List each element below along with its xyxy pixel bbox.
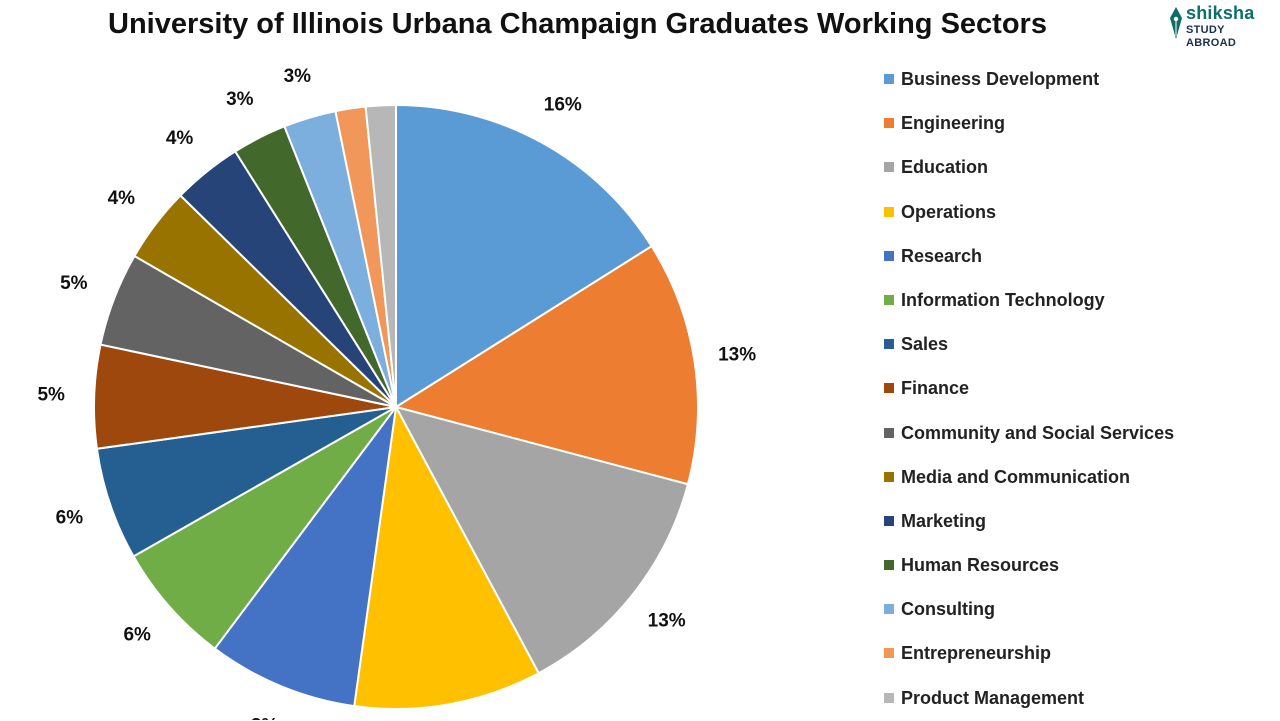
pen-nib-icon (1170, 7, 1182, 39)
pie-slice-product-management (364, 103, 397, 408)
legend-label: Consulting (901, 599, 995, 620)
legend-swatch (884, 648, 894, 659)
legend-swatch (884, 250, 894, 261)
logo-tagline: STUDY ABROAD (1186, 24, 1237, 49)
data-label-community-and-social-services: 5% (60, 273, 88, 294)
legend-swatch (884, 74, 894, 84)
legend-swatch (884, 383, 894, 394)
data-label-human-resources: 3% (226, 89, 254, 110)
pie-slice-business-development (395, 103, 654, 409)
chart-title: University of Illinois Urbana Champaign … (108, 8, 1047, 40)
pie-slices (93, 103, 699, 711)
pie-slice-research (213, 406, 397, 708)
pie-slice-education (394, 405, 690, 675)
data-label-sales: 6% (56, 508, 84, 529)
pie-slice-operations (353, 403, 541, 711)
legend-label: Finance (901, 378, 970, 399)
pie-data-labels: 16%13%13%10%8%6%6%5%5%4%4%3%3% (37, 66, 756, 720)
legend-swatch (884, 339, 894, 350)
data-label-business-development: 16% (544, 95, 582, 116)
legend-swatch (884, 118, 894, 129)
legend-swatch (884, 206, 894, 217)
legend-swatch (884, 162, 894, 173)
data-label-engineering: 13% (718, 345, 756, 366)
pie-chart: 16%13%13%10%8%6%6%5%5%4%4%3%3% (37, 66, 756, 720)
legend-label: Product Management (901, 687, 1085, 708)
legend-label: Community and Social Services (901, 422, 1175, 443)
legend-swatch (884, 560, 894, 571)
pie-slice-engineering (393, 244, 699, 486)
data-label-education: 13% (648, 610, 686, 631)
legend-label: Sales (901, 334, 949, 355)
legend-label: Research (901, 245, 983, 266)
legend-label: Media and Communication (901, 466, 1131, 487)
legend-label: Information Technology (901, 289, 1105, 310)
legend-swatch (884, 515, 894, 526)
legend-swatch (884, 294, 894, 305)
logo-brand: shiksha (1186, 3, 1255, 23)
shiksha-logo: shiksha STUDY ABROAD (1168, 3, 1276, 49)
legend-label: Operations (901, 201, 997, 222)
legend-label: Engineering (901, 113, 1006, 134)
data-label-media-and-communication: 4% (108, 188, 136, 209)
legend-swatch (884, 471, 894, 482)
legend-swatch (884, 692, 894, 703)
legend-label: Human Resources (901, 555, 1060, 576)
legend-label: Entrepreneurship (901, 643, 1052, 664)
data-label-information-technology: 6% (123, 625, 151, 646)
data-label-marketing: 4% (166, 128, 194, 149)
data-label-consulting: 3% (284, 66, 312, 87)
legend-label: Education (901, 157, 989, 178)
legend-label: Business Development (901, 69, 1100, 89)
pie-slice-information-technology (132, 406, 397, 651)
legend-swatch (884, 427, 894, 438)
legend-swatch (884, 604, 894, 615)
data-label-finance: 5% (37, 385, 65, 406)
legend-label: Marketing (901, 510, 987, 531)
data-label-research: 8% (251, 715, 279, 720)
